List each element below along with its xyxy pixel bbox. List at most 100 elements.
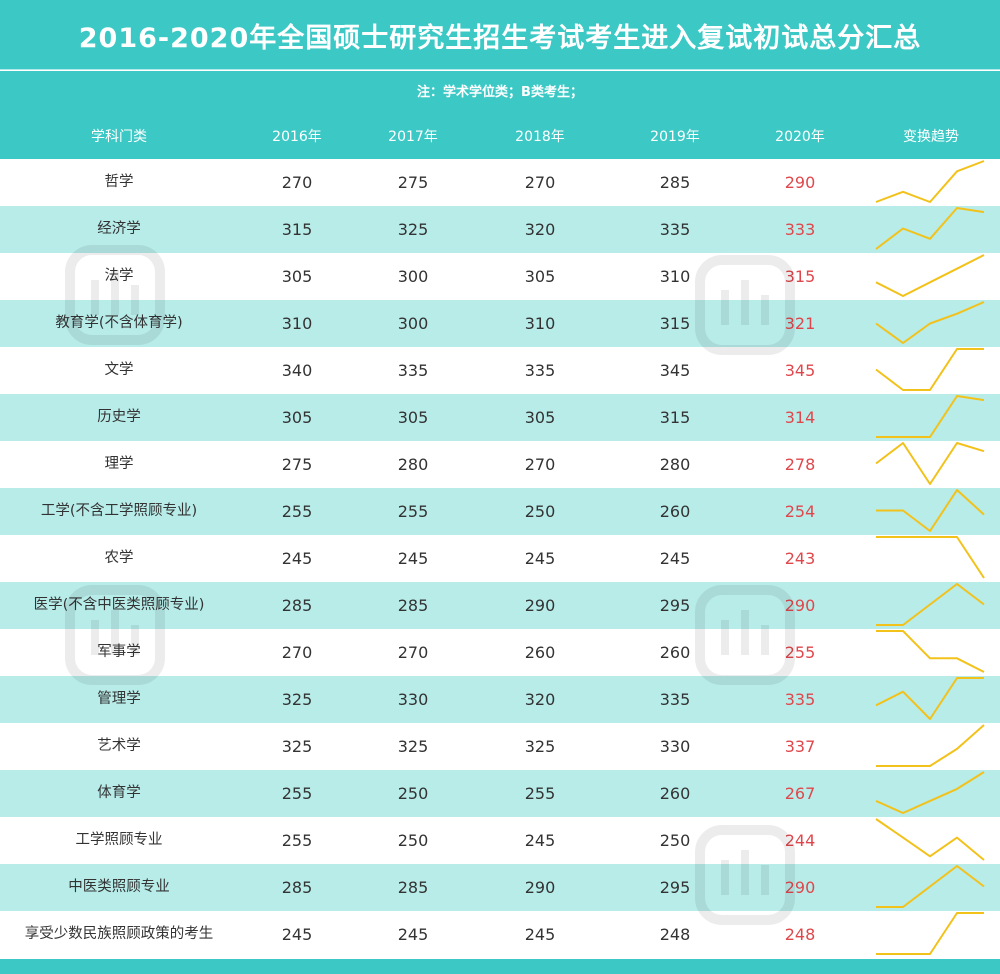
trend-line [876, 583, 985, 626]
score-2018: 245 [524, 549, 556, 568]
table-row: 享受少数民族照顾政策的考生 245 245 245 248 248 [0, 911, 1000, 958]
score-2018: 255 [524, 784, 556, 803]
score-2019: 245 [659, 549, 691, 568]
trend-sparkline [876, 865, 985, 908]
bottom-bar [0, 959, 1000, 974]
score-2018: 260 [524, 643, 556, 662]
table-row: 农学 245 245 245 245 243 [0, 535, 1000, 582]
score-2016: 255 [281, 831, 313, 850]
trend-line [876, 536, 985, 579]
subject-name: 体育学 [97, 785, 141, 801]
score-2018: 305 [524, 267, 556, 286]
score-2016: 245 [281, 549, 313, 568]
table-row: 军事学 270 270 260 260 255 [0, 629, 1000, 676]
score-2019: 295 [659, 878, 691, 897]
trend-line [875, 160, 985, 203]
score-2018: 245 [524, 831, 556, 850]
trend-line [876, 395, 985, 438]
score-2017: 250 [397, 784, 429, 803]
trend-line [876, 630, 985, 673]
score-2016: 305 [281, 267, 313, 286]
subject-name: 工学(不含工学照顾专业) [40, 503, 198, 519]
subject-name: 经济学 [97, 221, 141, 237]
score-2020: 345 [784, 361, 816, 380]
score-2017: 330 [397, 690, 429, 709]
header-2018: 2018年 [515, 129, 565, 145]
header-trend: 变换趋势 [903, 129, 959, 145]
trend-sparkline [875, 677, 984, 720]
score-2017: 325 [397, 220, 429, 239]
subject-name: 哲学 [104, 174, 134, 190]
score-2019: 260 [659, 784, 691, 803]
score-2019: 285 [659, 173, 691, 192]
trend-sparkline [875, 254, 985, 297]
score-2016: 285 [281, 878, 313, 897]
score-2018: 320 [524, 690, 556, 709]
table-row: 中医类照顾专业 285 285 290 295 290 [0, 864, 1000, 911]
trend-sparkline [876, 724, 985, 767]
score-2018: 245 [524, 925, 556, 944]
score-2017: 305 [397, 408, 429, 427]
score-2016: 325 [281, 737, 313, 756]
score-2019: 315 [659, 408, 691, 427]
subject-name: 医学(不含中医类照顾专业) [33, 597, 205, 613]
score-2020: 278 [784, 455, 816, 474]
trend-sparkline [875, 160, 985, 203]
score-2020: 255 [784, 643, 816, 662]
score-2020: 244 [784, 831, 816, 850]
score-2016: 315 [281, 220, 313, 239]
table-row: 法学 305 300 305 310 315 [0, 253, 1000, 300]
trend-sparkline [875, 818, 985, 861]
score-2018: 270 [524, 173, 556, 192]
subject-name: 工学照顾专业 [75, 832, 163, 848]
trend-sparkline [876, 536, 985, 579]
table-row: 文学 340 335 335 345 345 [0, 347, 1000, 394]
score-2016: 255 [281, 784, 313, 803]
table-row: 哲学 270 275 270 285 290 [0, 159, 1000, 206]
score-2017: 245 [397, 549, 429, 568]
table-header-row: 学科门类 2016年 2017年 2018年 2019年 2020年 变换趋势 [0, 123, 1000, 151]
trend-line [876, 489, 985, 532]
score-2018: 335 [524, 361, 556, 380]
trend-sparkline [875, 442, 985, 485]
subject-name: 农学 [104, 550, 134, 566]
score-2020: 321 [784, 314, 816, 333]
trend-sparkline [876, 395, 985, 438]
table-row: 历史学 305 305 305 315 314 [0, 394, 1000, 441]
score-2020: 290 [784, 596, 816, 615]
trend-line [875, 818, 985, 861]
score-2016: 305 [281, 408, 313, 427]
score-2016: 275 [281, 455, 313, 474]
score-2019: 250 [659, 831, 691, 850]
score-2017: 270 [397, 643, 429, 662]
score-2018: 305 [524, 408, 556, 427]
trend-sparkline [875, 348, 984, 391]
score-2020: 335 [784, 690, 816, 709]
score-2017: 300 [397, 314, 429, 333]
header-2016: 2016年 [272, 129, 322, 145]
score-2019: 248 [659, 925, 691, 944]
trend-sparkline [876, 489, 985, 532]
subject-name: 文学 [104, 362, 134, 378]
table-row: 工学照顾专业 255 250 245 250 244 [0, 817, 1000, 864]
subject-name: 管理学 [97, 691, 141, 707]
table-row: 理学 275 280 270 280 278 [0, 441, 1000, 488]
header-subject: 学科门类 [91, 129, 147, 145]
table-row: 管理学 325 330 320 335 335 [0, 676, 1000, 723]
score-2019: 260 [659, 643, 691, 662]
trend-sparkline [875, 301, 985, 344]
score-2018: 320 [524, 220, 556, 239]
trend-line [875, 254, 985, 297]
table-row: 教育学(不含体育学) 310 300 310 315 321 [0, 300, 1000, 347]
score-2017: 275 [397, 173, 429, 192]
subject-name: 法学 [104, 268, 134, 284]
score-2019: 335 [659, 220, 691, 239]
score-2017: 250 [397, 831, 429, 850]
score-2018: 310 [524, 314, 556, 333]
score-2020: 337 [784, 737, 816, 756]
score-2018: 290 [524, 596, 556, 615]
trend-line [875, 348, 984, 391]
table-note: 注：学术学位类；B类考生； [417, 85, 583, 100]
score-2018: 325 [524, 737, 556, 756]
score-2017: 280 [397, 455, 429, 474]
